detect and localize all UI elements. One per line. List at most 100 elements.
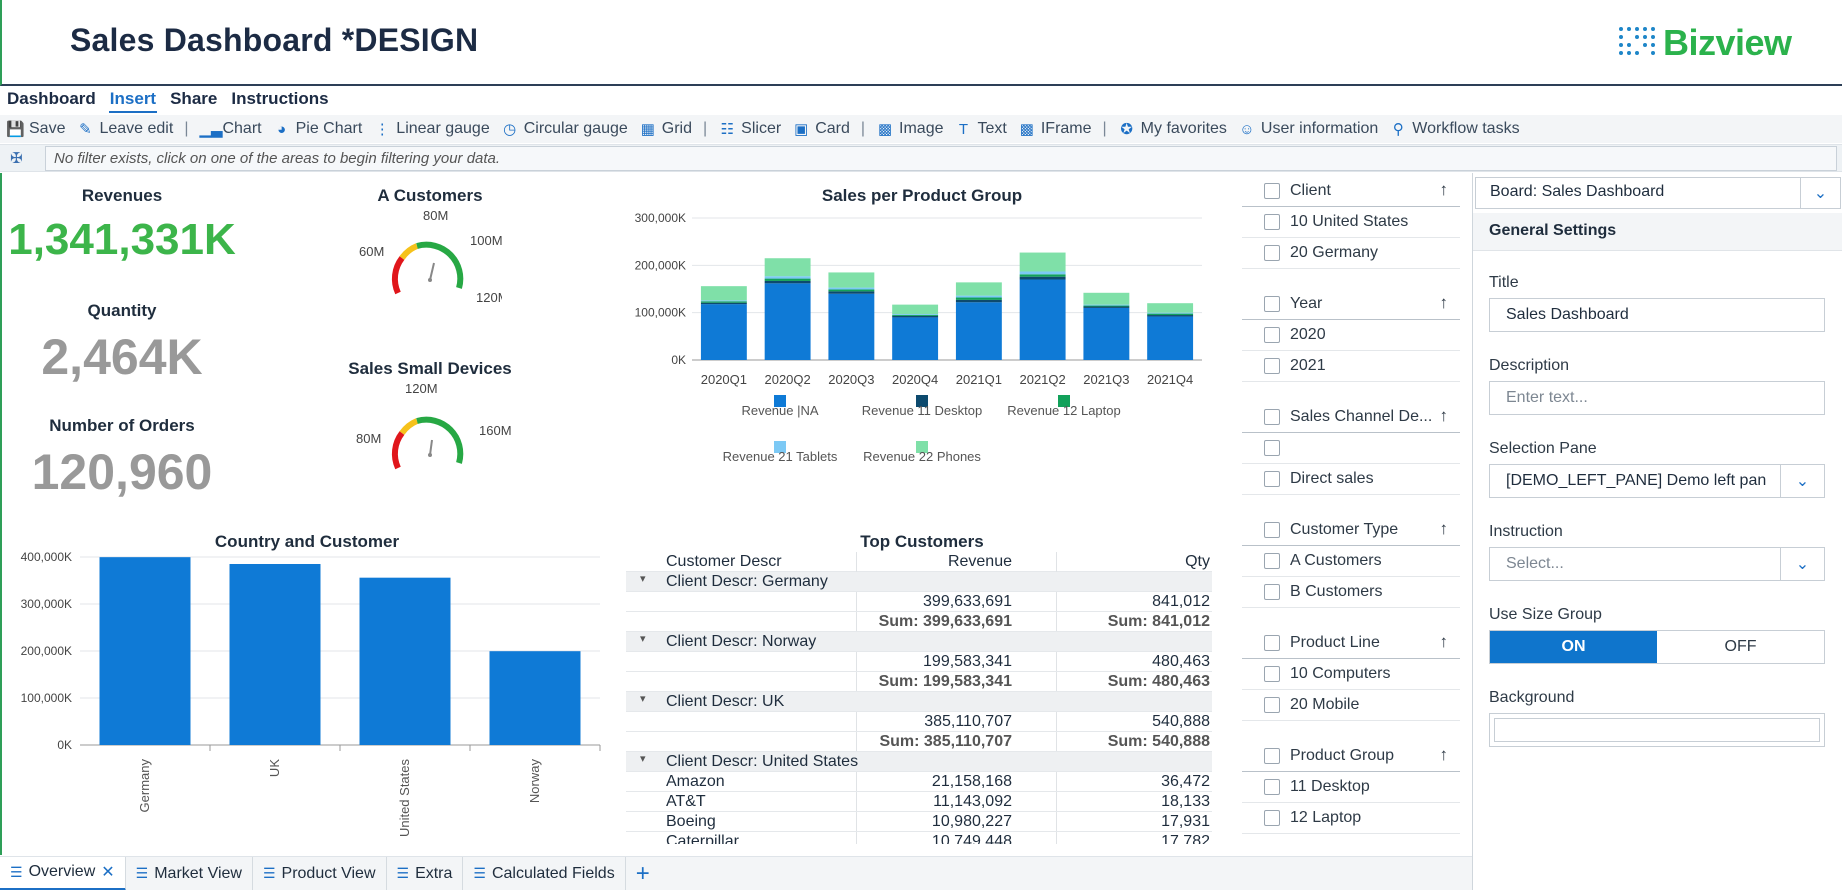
sort-arrow-icon[interactable]: ↑ (1439, 745, 1449, 764)
bar-segment[interactable] (1019, 252, 1066, 272)
bar[interactable] (229, 563, 321, 745)
bar-segment[interactable] (764, 278, 811, 281)
checkbox[interactable] (1264, 779, 1280, 795)
table-row[interactable]: 385,110,707 540,888 (626, 712, 1212, 732)
bar-segment[interactable] (828, 272, 875, 288)
tab-market-view[interactable]: ☰ Market View (126, 856, 253, 890)
legend-label[interactable]: Revenue 21 Tablets (723, 449, 838, 464)
table-sum-row[interactable]: Sum: 399,633,691 Sum: 841,012 (626, 612, 1212, 632)
table-row[interactable]: 199,583,341 480,463 (626, 652, 1212, 672)
table-row[interactable]: Caterpillar 10,749,448 17,782 (626, 832, 1212, 844)
bar-segment[interactable] (828, 291, 875, 294)
checkbox[interactable] (1264, 748, 1280, 764)
bar-segment[interactable] (764, 258, 811, 277)
tab-extra[interactable]: ☰ Extra (387, 856, 464, 890)
legend-label[interactable]: Revenue 22 Phones (863, 449, 981, 464)
board-selector[interactable]: Board: Sales Dashboard ⌄ (1475, 177, 1841, 209)
insert-image-button[interactable]: ▩ Image (876, 120, 944, 138)
collapse-caret-icon[interactable]: ▾ (640, 633, 646, 645)
slicer-header[interactable]: Product Line ↑ (1242, 628, 1460, 659)
background-color-swatch[interactable] (1494, 718, 1820, 742)
bar-segment[interactable] (1019, 274, 1066, 277)
checkbox[interactable] (1264, 584, 1280, 600)
user-information-button[interactable]: ☺ User information (1238, 120, 1378, 138)
slicer-header[interactable]: Year ↑ (1242, 289, 1460, 320)
bar-segment[interactable] (892, 314, 939, 316)
table-row[interactable]: 399,633,691 841,012 (626, 592, 1212, 612)
table-group-row[interactable]: ▾ Client Descr: United States (626, 752, 1212, 772)
filter-icon[interactable]: ✠ (10, 149, 23, 167)
bar-segment[interactable] (1019, 271, 1066, 275)
slicer-header[interactable]: Product Group ↑ (1242, 741, 1460, 772)
bar-segment[interactable] (892, 317, 939, 360)
toggle-on[interactable]: ON (1490, 631, 1657, 663)
bar-segment[interactable] (700, 302, 747, 305)
menu-share[interactable]: Share (170, 89, 218, 108)
tab-product-view[interactable]: ☰ Product View (253, 856, 387, 890)
bar-segment[interactable] (764, 276, 811, 279)
insert-linear-gauge-button[interactable]: ⋮ Linear gauge (373, 120, 490, 138)
bar-segment[interactable] (1019, 276, 1066, 280)
checkbox[interactable] (1264, 358, 1280, 374)
chevron-down-icon[interactable]: ⌄ (1780, 465, 1824, 497)
table-row[interactable]: Boeing 10,980,227 17,931 (626, 812, 1212, 832)
chevron-down-icon[interactable]: ⌄ (1800, 178, 1840, 208)
bar-segment[interactable] (700, 304, 747, 360)
toggle-off[interactable]: OFF (1657, 631, 1824, 663)
bar-segment[interactable] (828, 293, 875, 360)
close-icon[interactable]: ✕ (101, 864, 115, 881)
slicer-item[interactable]: 11 Desktop (1242, 772, 1460, 803)
bar[interactable] (99, 557, 191, 745)
bar-segment[interactable] (892, 315, 939, 316)
bar-segment[interactable] (1083, 307, 1130, 360)
bar-segment[interactable] (700, 300, 747, 302)
table-group-row[interactable]: ▾ Client Descr: Norway (626, 632, 1212, 652)
bar-segment[interactable] (1147, 315, 1194, 317)
bar-segment[interactable] (892, 304, 939, 315)
slicer-item[interactable]: A Customers (1242, 546, 1460, 577)
bar-segment[interactable] (764, 280, 811, 284)
workflow-tasks-button[interactable]: ⚲ Workflow tasks (1389, 120, 1520, 138)
insert-chart-button[interactable]: ▁▃ Chart (199, 120, 261, 138)
sort-arrow-icon[interactable]: ↑ (1439, 180, 1449, 199)
insert-pie-chart-button[interactable]: ◕ Pie Chart (273, 120, 362, 138)
insert-grid-button[interactable]: ▦ Grid (639, 120, 692, 138)
bar-segment[interactable] (1083, 305, 1130, 307)
slicer-item[interactable]: Direct sales (1242, 464, 1460, 495)
slicer-item[interactable]: 10 Computers (1242, 659, 1460, 690)
sort-arrow-icon[interactable]: ↑ (1439, 519, 1449, 538)
legend-label[interactable]: Revenue 12 Laptop (1007, 403, 1120, 418)
my-favorites-button[interactable]: ✪ My favorites (1118, 120, 1227, 138)
tab-calculated-fields[interactable]: ☰ Calculated Fields (463, 856, 626, 890)
description-field[interactable]: Enter text... (1489, 381, 1825, 415)
bar-segment[interactable] (1083, 306, 1130, 308)
checkbox[interactable] (1264, 183, 1280, 199)
bar[interactable] (359, 577, 451, 745)
chevron-down-icon[interactable]: ⌄ (1780, 548, 1824, 580)
slicer-item[interactable]: 2021 (1242, 351, 1460, 382)
leave-edit-button[interactable]: ✎ Leave edit (76, 120, 173, 138)
checkbox[interactable] (1264, 697, 1280, 713)
slicer-item[interactable] (1242, 433, 1460, 464)
menu-instructions[interactable]: Instructions (231, 89, 329, 108)
column-header-revenue[interactable]: Revenue (947, 553, 1012, 570)
background-field[interactable] (1489, 713, 1825, 747)
bar-segment[interactable] (1019, 279, 1066, 360)
table-row[interactable]: AT&T 11,143,092 18,133 (626, 792, 1212, 812)
size-group-toggle[interactable]: ON OFF (1489, 630, 1825, 664)
bar-segment[interactable] (700, 301, 747, 303)
add-tab-plus-icon[interactable]: + (635, 859, 650, 887)
slicer-item[interactable]: 2020 (1242, 320, 1460, 351)
save-button[interactable]: 💾 Save (6, 120, 65, 138)
bar-segment[interactable] (700, 286, 747, 301)
insert-slicer-button[interactable]: ☷ Slicer (718, 120, 781, 138)
collapse-caret-icon[interactable]: ▾ (640, 693, 646, 705)
bar-segment[interactable] (892, 315, 939, 318)
bar-segment[interactable] (1147, 312, 1194, 314)
instruction-select[interactable]: Select... ⌄ (1489, 547, 1825, 581)
table-group-row[interactable]: ▾ Client Descr: Germany (626, 572, 1212, 592)
bar-segment[interactable] (764, 283, 811, 360)
bar-segment[interactable] (1147, 303, 1194, 313)
tab-overview[interactable]: ☰ Overview ✕ (0, 856, 126, 890)
checkbox[interactable] (1264, 635, 1280, 651)
